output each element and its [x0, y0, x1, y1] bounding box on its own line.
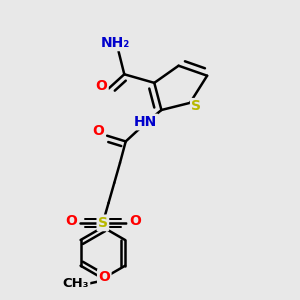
Text: O: O: [129, 214, 141, 228]
Text: S: S: [191, 99, 201, 113]
Text: CH₃: CH₃: [62, 277, 89, 290]
Text: O: O: [65, 214, 77, 228]
Text: HN: HN: [134, 115, 157, 129]
Text: O: O: [93, 124, 104, 138]
Text: O: O: [95, 79, 107, 93]
Text: S: S: [98, 216, 108, 230]
Text: O: O: [98, 270, 110, 284]
Text: NH₂: NH₂: [101, 36, 130, 50]
